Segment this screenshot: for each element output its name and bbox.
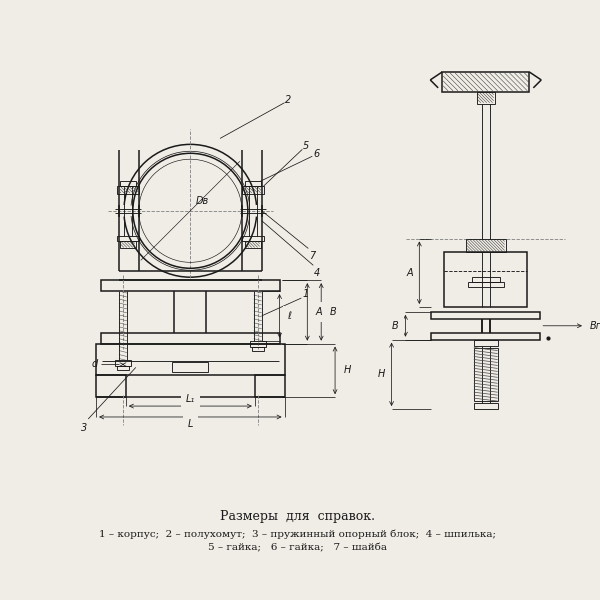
Bar: [474, 403, 497, 409]
Bar: [101, 280, 280, 291]
Text: 4: 4: [314, 268, 320, 278]
Bar: [242, 236, 263, 241]
Text: Bг: Bг: [590, 321, 600, 331]
Bar: [472, 277, 500, 283]
Text: L: L: [188, 419, 193, 429]
Text: 6: 6: [313, 149, 319, 159]
Bar: [117, 186, 139, 194]
Bar: [120, 241, 136, 248]
Bar: [96, 344, 284, 376]
Bar: [117, 236, 139, 241]
Text: A: A: [406, 268, 413, 278]
Bar: [245, 181, 261, 186]
Bar: [466, 239, 506, 253]
Text: 5 – гайка;   6 – гайка;   7 – шайба: 5 – гайка; 6 – гайка; 7 – шайба: [208, 544, 387, 553]
Bar: [101, 333, 280, 344]
Bar: [172, 362, 208, 373]
Bar: [442, 72, 529, 92]
Text: B: B: [330, 307, 337, 317]
Text: L₁: L₁: [186, 394, 195, 404]
Bar: [474, 347, 497, 401]
Text: A: A: [316, 307, 323, 317]
Bar: [96, 376, 126, 397]
Bar: [431, 312, 540, 319]
Bar: [431, 333, 540, 340]
Text: 1 – корпус;  2 – полухомут;  3 – пружинный опорный блок;  4 – шпилька;: 1 – корпус; 2 – полухомут; 3 – пружинный…: [99, 529, 496, 539]
Text: 3: 3: [81, 423, 88, 433]
Bar: [444, 253, 527, 307]
Bar: [250, 341, 266, 347]
Text: Dв: Dв: [196, 196, 209, 206]
Text: 2: 2: [286, 95, 292, 105]
Text: 5: 5: [303, 142, 310, 151]
Text: d: d: [92, 359, 98, 370]
Bar: [120, 181, 136, 186]
Bar: [477, 92, 494, 104]
Bar: [468, 283, 503, 287]
Bar: [245, 241, 261, 248]
Text: Размеры  для  справок.: Размеры для справок.: [220, 509, 375, 523]
Bar: [252, 347, 263, 350]
Bar: [242, 186, 263, 194]
Bar: [474, 340, 497, 346]
Bar: [115, 361, 131, 367]
Text: 7: 7: [309, 251, 316, 262]
Text: H: H: [343, 365, 350, 376]
Text: ℓ: ℓ: [287, 311, 292, 321]
Text: 1: 1: [302, 289, 308, 299]
Text: H: H: [378, 370, 385, 379]
Text: B: B: [392, 321, 399, 331]
Bar: [117, 367, 129, 370]
Bar: [255, 376, 284, 397]
